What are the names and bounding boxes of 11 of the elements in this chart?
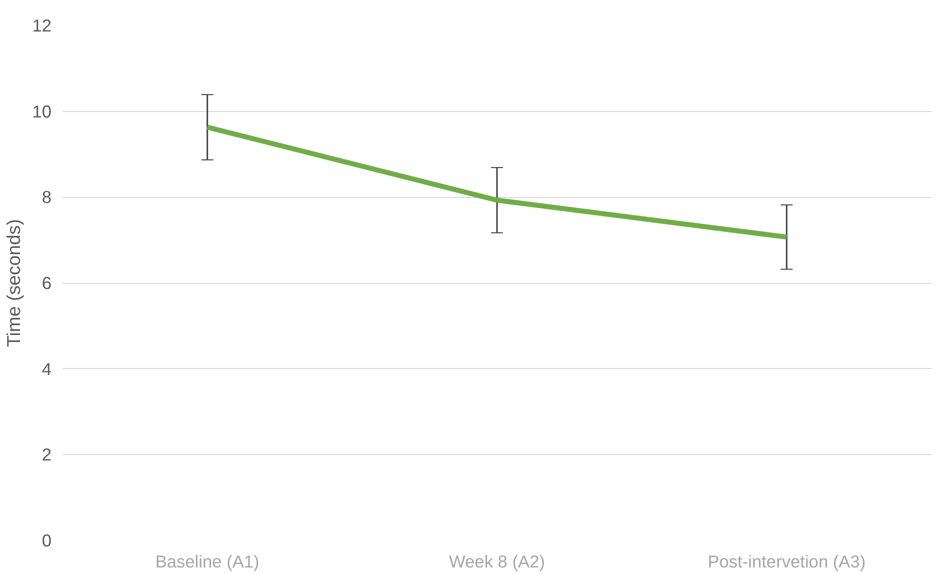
- x-tick-label: Baseline (A1): [155, 552, 260, 572]
- x-tick-label: Post-intervetion (A3): [708, 552, 866, 572]
- y-tick-label: 4: [42, 358, 52, 379]
- y-tick-label: 8: [42, 187, 52, 208]
- y-tick-label: 2: [42, 444, 52, 465]
- x-tick-label: Week 8 (A2): [449, 552, 545, 572]
- y-tick-label: 6: [42, 273, 52, 293]
- y-axis-title: Time (seconds): [3, 219, 24, 347]
- y-tick-label: 0: [42, 530, 52, 550]
- y-tick-label: 12: [32, 16, 52, 36]
- y-tick-label: 10: [32, 101, 52, 122]
